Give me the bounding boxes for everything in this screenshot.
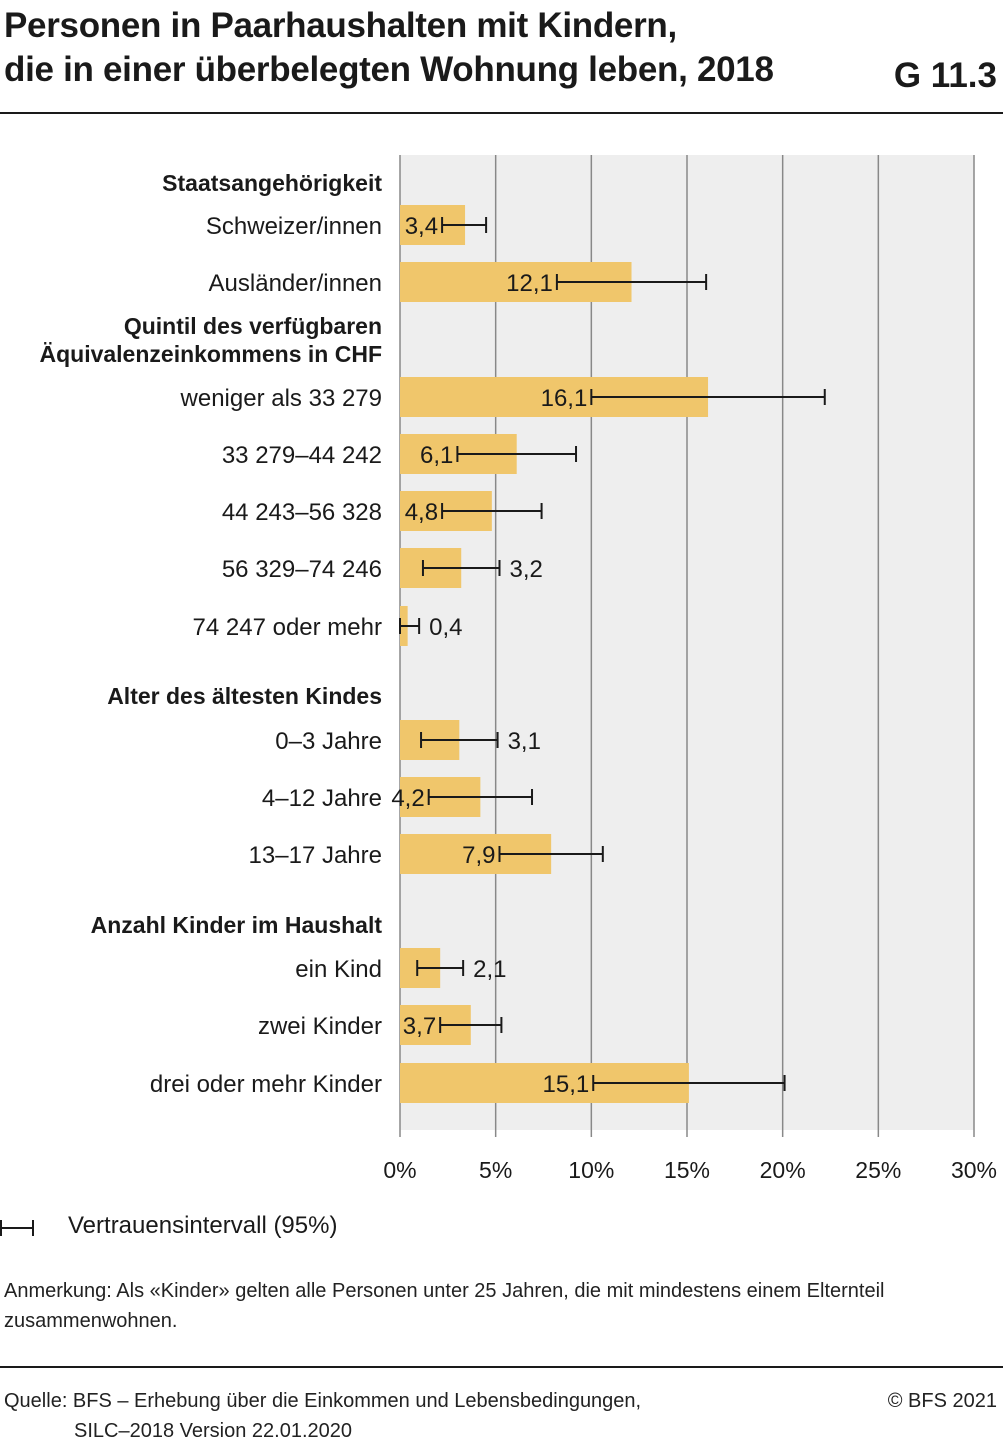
source: Quelle: BFS – Erhebung über die Einkomme… (4, 1386, 641, 1446)
bar-chart: 0% 5% 10% 15% 20% 25% 30% Staatsangehörigkeit Sc… (39, 155, 997, 1183)
x-tick-label: 30% (951, 1157, 997, 1183)
copyright: © BFS 2021 (887, 1390, 997, 1412)
data-label: 3,1 (508, 728, 541, 755)
category-label: zwei Kinder (258, 1013, 382, 1040)
chart-title-line-1: Personen in Paarhaushalten mit Kindern, (4, 6, 677, 45)
confidence-interval-icon (0, 1220, 34, 1236)
data-label: 3,7 (403, 1013, 436, 1040)
category-label: 74 247 oder mehr (193, 614, 382, 641)
category-label: 0–3 Jahre (275, 728, 382, 755)
category-label: 56 329–74 246 (222, 556, 382, 583)
category-label: 13–17 Jahre (249, 842, 382, 869)
data-label: 6,1 (420, 442, 453, 469)
x-tick-label: 20% (760, 1157, 806, 1183)
data-label: 3,2 (509, 556, 542, 583)
x-tick-label: 25% (855, 1157, 901, 1183)
x-tick-label: 0% (383, 1157, 416, 1183)
data-label: 3,4 (405, 213, 438, 240)
source-line-2: SILC–2018 Version 22.01.2020 (74, 1420, 352, 1442)
data-label: 12,1 (506, 270, 553, 297)
x-tick-label: 10% (568, 1157, 614, 1183)
data-label: 4,8 (405, 499, 438, 526)
data-label: 2,1 (473, 956, 506, 983)
data-label: 4,2 (391, 785, 424, 812)
source-line-1: Quelle: BFS – Erhebung über die Einkomme… (4, 1390, 642, 1412)
group-heading: Staatsangehörigkeit (162, 170, 382, 196)
category-label: Schweizer/innen (206, 213, 382, 240)
data-label: 15,1 (543, 1071, 590, 1098)
top-rule (0, 112, 1003, 114)
group-heading: Anzahl Kinder im Haushalt (91, 912, 383, 938)
data-label: 16,1 (541, 385, 588, 412)
group-heading: Äquivalenzeinkommens in CHF (39, 341, 382, 367)
category-label: drei oder mehr Kinder (150, 1071, 382, 1098)
chart-title-line-2: die in einer überbelegten Wohnung leben,… (4, 50, 774, 89)
x-tick-label: 5% (479, 1157, 512, 1183)
data-label: 7,9 (462, 842, 495, 869)
bottom-rule (0, 1366, 1003, 1368)
category-label: weniger als 33 279 (180, 385, 382, 412)
chart-title: Personen in Paarhaushalten mit Kindern, … (4, 4, 774, 92)
group-heading: Alter des ältesten Kindes (107, 683, 382, 709)
legend-label: Vertrauensintervall (95%) (68, 1212, 338, 1239)
category-label: Ausländer/innen (209, 270, 382, 297)
footnote: Anmerkung: Als «Kinder» gelten alle Pers… (4, 1280, 885, 1332)
category-label: 4–12 Jahre (262, 785, 382, 812)
category-label: 33 279–44 242 (222, 442, 382, 469)
category-label: ein Kind (295, 956, 382, 983)
chart-code: G 11.3 (893, 56, 997, 95)
data-label: 0,4 (429, 614, 462, 641)
category-label: 44 243–56 328 (222, 499, 382, 526)
x-tick-label: 15% (664, 1157, 710, 1183)
group-heading: Quintil des verfügbaren (124, 313, 382, 339)
